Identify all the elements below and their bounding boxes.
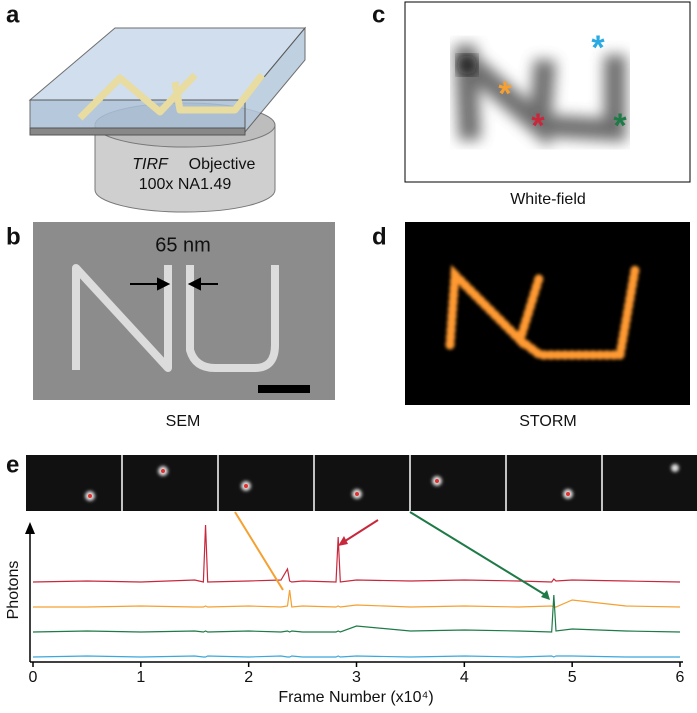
sample-box	[28, 26, 307, 136]
x-tick-label: 3	[352, 669, 361, 686]
storm-letters	[445, 264, 640, 360]
trace	[32, 655, 680, 658]
x-tick-label: 5	[568, 669, 577, 686]
x-axis-label: Frame Number (x10⁴)	[278, 689, 433, 706]
trace	[32, 524, 681, 583]
trace	[32, 594, 681, 633]
objective-italic: TIRF	[132, 156, 169, 173]
asterisks: * * * *	[498, 29, 627, 145]
panel-label: c	[372, 1, 385, 28]
svg-text:*: *	[531, 107, 545, 145]
magnification: 100x NA1.49	[139, 176, 232, 193]
x-tick-label: 2	[244, 669, 253, 686]
caption: SEM	[166, 413, 201, 430]
x-tick-label: 4	[460, 669, 469, 686]
y-axis-label: Photons	[5, 561, 22, 620]
panel-label: a	[6, 1, 20, 28]
sem-image	[33, 222, 335, 400]
x-tick-label: 1	[136, 669, 145, 686]
gap-label: 65 nm	[155, 234, 211, 256]
x-tick-label: 0	[29, 669, 38, 686]
trace	[33, 589, 681, 608]
panel-label: e	[6, 451, 19, 478]
plot: 0 1 2 3 4 5 6	[29, 524, 685, 686]
gap-arrows	[130, 277, 218, 291]
objective-text: Objective	[189, 156, 256, 173]
sem-letters	[72, 264, 279, 372]
storm-image	[405, 222, 690, 405]
caption: White-field	[510, 191, 586, 208]
svg-text:*: *	[613, 107, 627, 145]
frame-strip	[26, 455, 697, 511]
scale-bar	[258, 385, 310, 393]
svg-text:*: *	[498, 75, 512, 113]
white-field-spot	[457, 55, 477, 75]
annotation-arrows	[234, 511, 550, 600]
panel-label: b	[6, 223, 21, 250]
axes	[25, 522, 683, 663]
svg-text:*: *	[591, 29, 605, 67]
panel-label: d	[372, 223, 387, 250]
x-tick-label: 6	[676, 669, 685, 686]
caption: STORM	[519, 413, 576, 430]
